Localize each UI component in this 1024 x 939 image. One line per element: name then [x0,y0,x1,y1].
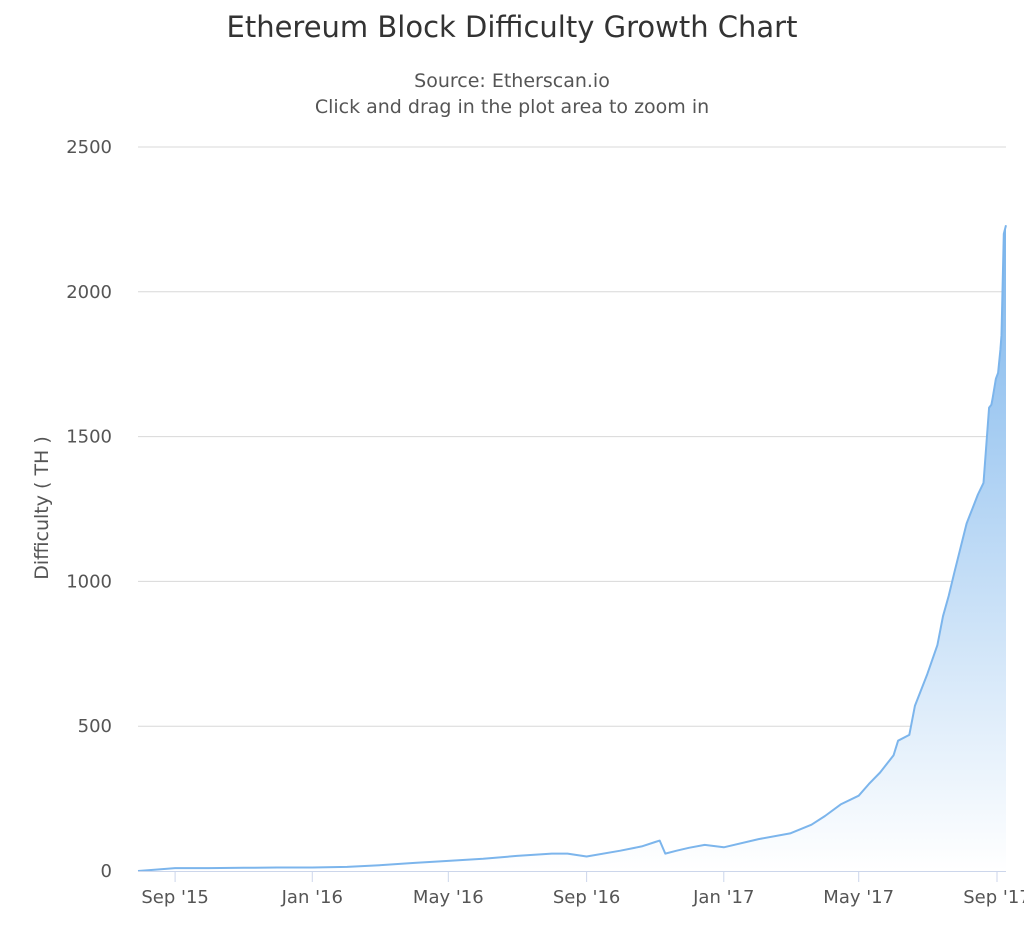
y-tick-label: 1500 [66,427,112,448]
y-tick-label: 2000 [66,282,112,303]
grid-layer [138,146,1006,727]
y-axis-label: Difficulty ( TH ) [31,436,53,580]
y-tick-label: 0 [101,861,112,882]
y-tick-label: 1000 [66,571,112,592]
difficulty-line [137,224,1007,872]
x-tick-label: May '16 [413,887,484,908]
y-tick-label: 500 [78,716,112,737]
chart-title: Ethereum Block Difficulty Growth Chart [226,10,798,44]
series-layer [137,224,1007,872]
x-tick-label: Sep '15 [141,887,209,908]
chart-subtitle-zoom-hint: Click and drag in the plot area to zoom … [314,96,710,118]
x-tick-label: Sep '17 [963,887,1024,908]
x-tick-label: Sep '16 [553,887,621,908]
y-tick-label: 2500 [66,137,112,158]
y-axis-ticks: 0 500 1000 1500 2000 2500 [66,137,112,882]
x-tick-label: Jan '16 [281,887,343,908]
difficulty-area [138,225,1006,871]
chart-subtitle-source: Source: Etherscan.io [414,70,610,92]
x-axis: Sep '15 Jan '16 May '16 Sep '16 Jan '17 May '… [138,871,1024,908]
x-tick-label: Jan '17 [692,887,754,908]
x-tick-label: May '17 [823,887,894,908]
